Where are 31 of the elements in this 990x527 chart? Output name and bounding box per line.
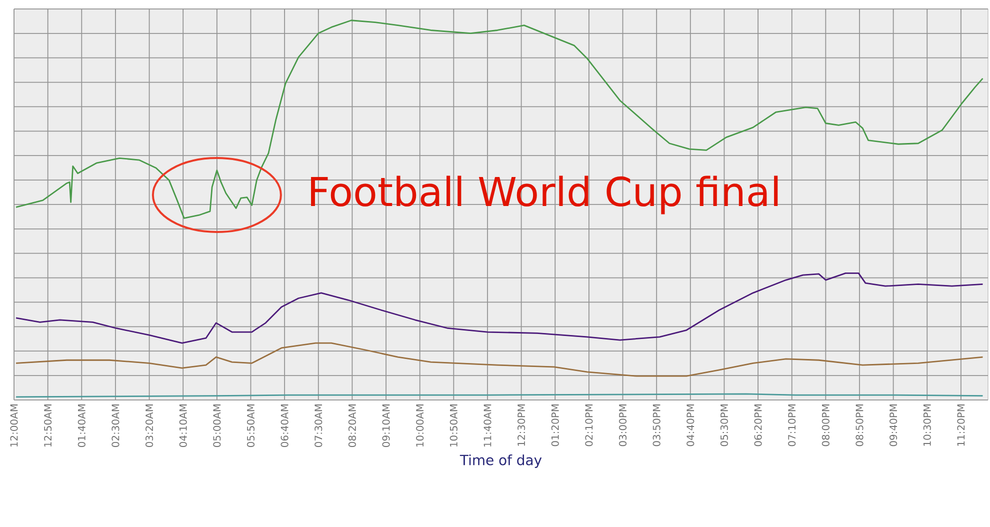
x-tick-label: 08:00PM <box>822 404 830 446</box>
x-tick-label: 01:20PM <box>551 404 559 446</box>
x-tick-label: 11:40AM <box>484 404 492 447</box>
x-tick-label: 03:20AM <box>146 404 154 447</box>
x-tick-label: 07:10PM <box>788 404 796 446</box>
x-tick-label: 04:10AM <box>179 404 187 447</box>
x-tick-label: 03:50PM <box>652 404 660 446</box>
x-tick-label: 07:30AM <box>314 404 322 447</box>
x-tick-label: 03:00PM <box>618 404 627 446</box>
x-tick-label: 05:00AM <box>213 404 221 447</box>
x-tick-label: 06:40AM <box>280 404 288 447</box>
x-tick-label: 01:40AM <box>78 404 86 447</box>
x-tick-label: 04:40PM <box>686 404 694 446</box>
x-tick-label: 02:10PM <box>585 404 593 446</box>
x-tick-label: 09:40PM <box>890 404 898 446</box>
x-tick-label: 05:30PM <box>720 404 728 446</box>
x-tick-label: 02:30AM <box>112 404 120 447</box>
x-tick-label: 08:20AM <box>348 404 356 447</box>
x-tick-label: 11:20PM <box>957 404 965 446</box>
x-tick-label: 05:50AM <box>246 404 255 447</box>
x-tick-label: 10:50AM <box>450 404 458 447</box>
x-axis-title: Time of day <box>460 454 542 468</box>
x-tick-label: 12:50AM <box>44 404 52 447</box>
x-tick-label: 12:00AM <box>10 404 18 447</box>
x-tick-label: 09:10AM <box>382 404 390 447</box>
x-tick-label: 10:30PM <box>923 404 931 446</box>
x-tick-label: 10:00AM <box>416 404 424 447</box>
x-tick-label: 08:50PM <box>856 404 864 446</box>
x-tick-label: 12:30PM <box>518 404 526 446</box>
x-tick-label: 06:20PM <box>754 404 762 446</box>
annotation: Football World Cup final <box>311 176 778 214</box>
